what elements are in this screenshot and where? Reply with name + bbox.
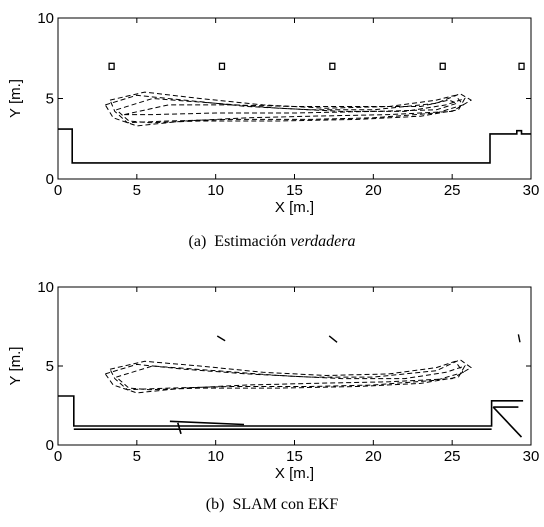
x-tick-label: 20 bbox=[365, 448, 382, 465]
landmark-marker bbox=[108, 62, 115, 70]
trajectory-chart-a: 0 5 10 15 20 25 30 0 5 10 X [m.] Y [m.] bbox=[7, 10, 540, 216]
landmark-estimate-segment bbox=[216, 335, 226, 342]
x-tick-label: 5 bbox=[133, 448, 141, 465]
y-tick-label: 5 bbox=[46, 358, 54, 375]
figure-panel-b: 0 5 10 15 20 25 30 0 5 10 X [m.] Y [m.] (b) SLAM co… bbox=[0, 264, 544, 527]
wall-series-line bbox=[492, 406, 523, 438]
plot-area bbox=[58, 62, 531, 164]
trajectory-series-line bbox=[115, 365, 466, 391]
x-tick-label: 25 bbox=[444, 182, 461, 199]
wall-series-line bbox=[58, 128, 531, 164]
landmark-marker bbox=[518, 62, 525, 70]
x-tick-label: 20 bbox=[365, 182, 382, 199]
trajectory-series-line bbox=[109, 91, 465, 124]
y-axis-label: Y [m.] bbox=[7, 79, 24, 118]
caption-a: (a) Estimación verdadera bbox=[0, 233, 544, 251]
x-tick-label: 0 bbox=[54, 182, 62, 199]
x-tick-label: 30 bbox=[523, 448, 540, 465]
trajectory-series-line bbox=[109, 360, 465, 391]
y-tick-label: 10 bbox=[37, 279, 54, 296]
x-tick-label: 10 bbox=[207, 448, 224, 465]
x-tick-label: 10 bbox=[207, 182, 224, 199]
wall-series-line bbox=[58, 395, 524, 427]
x-tick-label: 0 bbox=[54, 448, 62, 465]
caption-b-text: SLAM con EKF bbox=[232, 496, 339, 513]
landmark-estimate-segment bbox=[517, 334, 521, 343]
trajectory-series-line bbox=[104, 93, 473, 127]
landmark-estimate-segment bbox=[328, 335, 338, 343]
caption-a-text: Estimación bbox=[214, 233, 291, 250]
x-axis-label: X [m.] bbox=[275, 199, 314, 216]
plot-frame bbox=[57, 286, 532, 446]
wall-series-line bbox=[177, 422, 182, 435]
landmark-marker bbox=[218, 62, 226, 70]
y-tick-label: 10 bbox=[37, 10, 54, 27]
plot-area bbox=[58, 334, 524, 438]
trajectory-series-line bbox=[104, 359, 473, 394]
y-axis-label: Y [m.] bbox=[7, 347, 24, 386]
y-tick-label: 5 bbox=[46, 91, 54, 108]
caption-b: (b) SLAM con EKF bbox=[0, 496, 544, 514]
x-tick-label: 25 bbox=[444, 448, 461, 465]
figure-panel-a: 0 5 10 15 20 25 30 0 5 10 X [m.] Y [m.] (a) Estimac… bbox=[0, 0, 544, 263]
caption-b-prefix: (b) bbox=[205, 496, 225, 513]
wall-series-line bbox=[169, 420, 245, 426]
x-tick-label: 5 bbox=[133, 182, 141, 199]
x-axis-label: X [m.] bbox=[275, 465, 314, 482]
plot-frame bbox=[57, 17, 532, 180]
x-tick-label: 15 bbox=[286, 448, 303, 465]
trajectory-chart-b: 0 5 10 15 20 25 30 0 5 10 X [m.] Y [m.] bbox=[7, 279, 540, 482]
y-tick-label: 0 bbox=[46, 437, 54, 454]
caption-a-prefix: (a) bbox=[188, 233, 207, 250]
x-tick-label: 15 bbox=[286, 182, 303, 199]
trajectory-series-line bbox=[124, 99, 459, 116]
landmark-marker bbox=[329, 62, 336, 70]
x-tick-label: 30 bbox=[523, 182, 540, 199]
caption-a-emphasis: verdadera bbox=[290, 233, 356, 250]
y-tick-label: 0 bbox=[46, 171, 54, 188]
landmark-marker bbox=[439, 62, 446, 70]
